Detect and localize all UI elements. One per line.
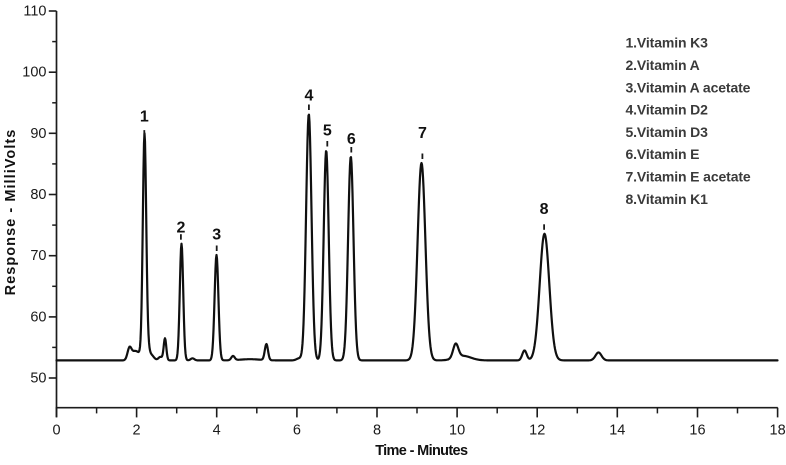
- svg-text:6.Vitamin E: 6.Vitamin E: [626, 146, 700, 162]
- svg-text:5.Vitamin D3: 5.Vitamin D3: [626, 124, 709, 140]
- svg-text:16: 16: [689, 423, 705, 439]
- svg-text:90: 90: [30, 126, 46, 142]
- svg-text:8: 8: [540, 201, 549, 218]
- svg-text:2.Vitamin A: 2.Vitamin A: [626, 57, 700, 73]
- svg-text:100: 100: [22, 65, 46, 81]
- svg-text:3.Vitamin A acetate: 3.Vitamin A acetate: [626, 79, 751, 95]
- svg-text:10: 10: [449, 423, 465, 439]
- svg-text:7: 7: [418, 125, 427, 142]
- svg-text:Time - Minutes: Time - Minutes: [375, 443, 468, 459]
- svg-text:70: 70: [30, 248, 46, 264]
- svg-text:7.Vitamin E acetate: 7.Vitamin E acetate: [626, 169, 751, 185]
- svg-text:1: 1: [140, 108, 149, 125]
- svg-text:80: 80: [30, 187, 46, 203]
- svg-text:14: 14: [609, 423, 625, 439]
- svg-text:60: 60: [30, 309, 46, 325]
- svg-text:4: 4: [304, 88, 313, 105]
- svg-text:110: 110: [23, 4, 46, 20]
- svg-text:6: 6: [347, 131, 356, 148]
- svg-text:0: 0: [52, 423, 60, 439]
- svg-text:4.Vitamin D2: 4.Vitamin D2: [626, 102, 709, 118]
- svg-text:2: 2: [176, 219, 185, 236]
- svg-text:8.Vitamin K1: 8.Vitamin K1: [626, 191, 709, 207]
- svg-text:6: 6: [293, 423, 301, 439]
- svg-text:50: 50: [30, 371, 46, 387]
- svg-text:2: 2: [133, 423, 141, 439]
- svg-text:Response - MilliVolts: Response - MilliVolts: [3, 129, 19, 296]
- svg-text:1.Vitamin K3: 1.Vitamin K3: [626, 35, 709, 51]
- svg-text:3: 3: [212, 226, 221, 243]
- svg-text:8: 8: [373, 423, 381, 439]
- svg-text:18: 18: [770, 423, 786, 439]
- svg-text:5: 5: [323, 123, 332, 140]
- svg-text:4: 4: [213, 423, 221, 439]
- svg-text:12: 12: [529, 423, 545, 439]
